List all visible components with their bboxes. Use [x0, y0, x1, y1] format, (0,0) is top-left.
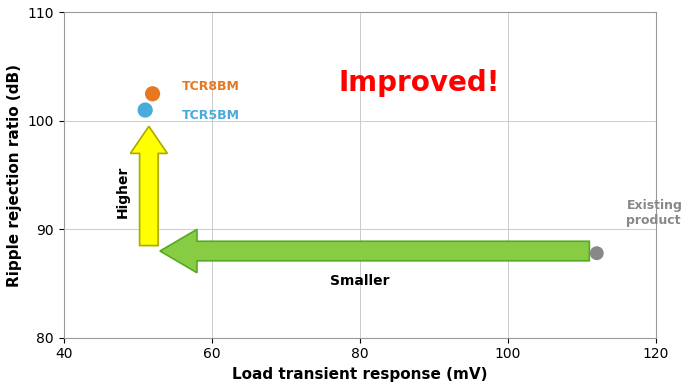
- Text: Existing
product: Existing product: [626, 199, 682, 227]
- Text: Higher: Higher: [116, 165, 130, 217]
- Text: TCR5BM: TCR5BM: [182, 109, 240, 122]
- FancyArrow shape: [160, 230, 590, 273]
- X-axis label: Load transient response (mV): Load transient response (mV): [232, 367, 488, 382]
- Point: [140, 107, 151, 113]
- Point: [591, 250, 602, 256]
- Text: Smaller: Smaller: [330, 274, 390, 288]
- Text: TCR8BM: TCR8BM: [182, 80, 240, 93]
- Y-axis label: Ripple rejection ratio (dB): Ripple rejection ratio (dB): [7, 64, 22, 287]
- Text: Improved!: Improved!: [338, 69, 500, 97]
- Point: [147, 91, 158, 97]
- FancyArrow shape: [130, 126, 167, 245]
